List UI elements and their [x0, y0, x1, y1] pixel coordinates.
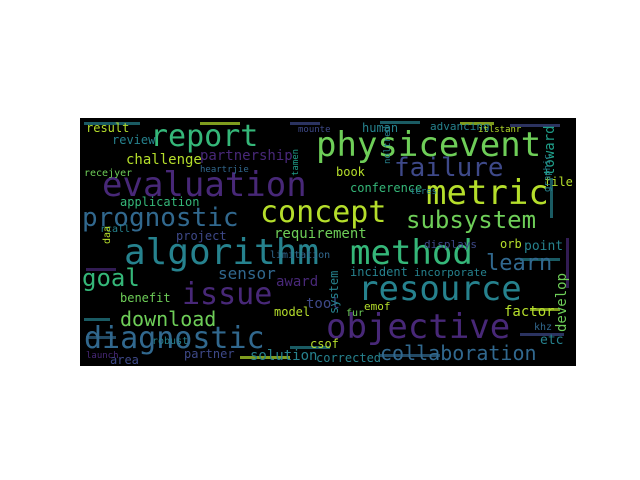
- word: result: [86, 121, 129, 135]
- filler-mark: [520, 258, 560, 261]
- filler-mark: [290, 346, 330, 349]
- word: benefit: [120, 291, 171, 305]
- filler-words: [84, 121, 569, 359]
- word: recejyer: [84, 168, 132, 179]
- word: orb: [500, 237, 522, 251]
- word-cloud-canvas: physicevent report evaluation metric con…: [80, 118, 576, 366]
- word: robust: [152, 336, 188, 347]
- word: file: [544, 175, 573, 189]
- word: limitation: [270, 250, 330, 261]
- word: human: [362, 121, 398, 135]
- word: heartrjie: [200, 165, 249, 175]
- filler-mark: [550, 178, 553, 218]
- word-cloud: physicevent report evaluation metric con…: [80, 118, 576, 366]
- word: subsystem: [406, 206, 536, 234]
- word: project: [176, 229, 227, 243]
- filler-mark: [530, 308, 560, 311]
- word: partnership: [200, 148, 293, 164]
- word: concept: [260, 195, 386, 230]
- word: factor: [504, 304, 555, 320]
- word: csof: [310, 337, 339, 351]
- word: conference: [350, 181, 422, 195]
- word: solution: [250, 348, 317, 364]
- word: issue: [182, 277, 272, 312]
- filler-mark: [460, 122, 494, 125]
- word: incorporate: [414, 266, 487, 279]
- word: teres: [410, 187, 437, 197]
- word: toward: [542, 125, 558, 176]
- word: download: [120, 307, 216, 331]
- word: displays: [424, 238, 477, 251]
- word: noltred: [383, 126, 393, 164]
- word: model: [274, 305, 310, 319]
- word: rcall: [100, 224, 130, 235]
- word: incident: [350, 265, 408, 279]
- word: launch: [86, 351, 119, 361]
- word: area: [110, 353, 139, 366]
- filler-mark: [380, 121, 420, 124]
- word: tool: [306, 296, 340, 312]
- word: sensor: [218, 264, 276, 283]
- word: point: [524, 239, 563, 254]
- word: book: [336, 165, 366, 179]
- word: algorithm: [124, 232, 319, 273]
- word-cloud-background: [80, 118, 576, 366]
- word: fur: [346, 308, 364, 319]
- word: etc: [540, 333, 563, 348]
- filler-mark: [510, 124, 560, 127]
- word: learn: [486, 251, 552, 276]
- word: emof: [364, 300, 391, 313]
- filler-mark: [290, 122, 320, 125]
- filler-mark: [566, 238, 569, 288]
- filler-mark: [520, 333, 564, 336]
- filler-mark: [240, 356, 290, 359]
- word: mounte: [298, 125, 331, 135]
- word: advancing: [430, 120, 490, 133]
- word: method: [350, 233, 473, 273]
- word: prognostic: [82, 203, 239, 233]
- word: resource: [358, 269, 522, 309]
- word: requirement: [274, 226, 367, 242]
- word: metric: [426, 173, 549, 213]
- word: evaluation: [102, 165, 307, 205]
- word: application: [120, 195, 199, 209]
- word: goal: [82, 264, 140, 292]
- word: corrected: [316, 351, 381, 365]
- filler-mark: [84, 318, 110, 321]
- word: system: [327, 271, 341, 314]
- word: diagnostic: [84, 321, 265, 356]
- filler-mark: [200, 122, 240, 125]
- word: partner: [184, 347, 235, 361]
- word: itlstanr: [478, 125, 522, 135]
- word: graphic: [543, 154, 553, 192]
- word: challenge: [126, 152, 202, 168]
- word: objective: [326, 307, 510, 347]
- filler-mark: [86, 336, 116, 339]
- word: tamen: [291, 149, 301, 176]
- word: report: [150, 119, 258, 154]
- filler-mark: [84, 122, 140, 125]
- word: khz: [534, 322, 552, 333]
- filler-mark: [380, 354, 440, 357]
- word: develop: [554, 273, 570, 332]
- filler-mark: [86, 268, 116, 271]
- word: award: [276, 274, 318, 290]
- word: collaboration: [380, 341, 537, 365]
- word: physicevent: [316, 125, 541, 165]
- word: failure: [394, 153, 504, 183]
- word: review: [112, 133, 156, 147]
- word: daa: [102, 226, 113, 244]
